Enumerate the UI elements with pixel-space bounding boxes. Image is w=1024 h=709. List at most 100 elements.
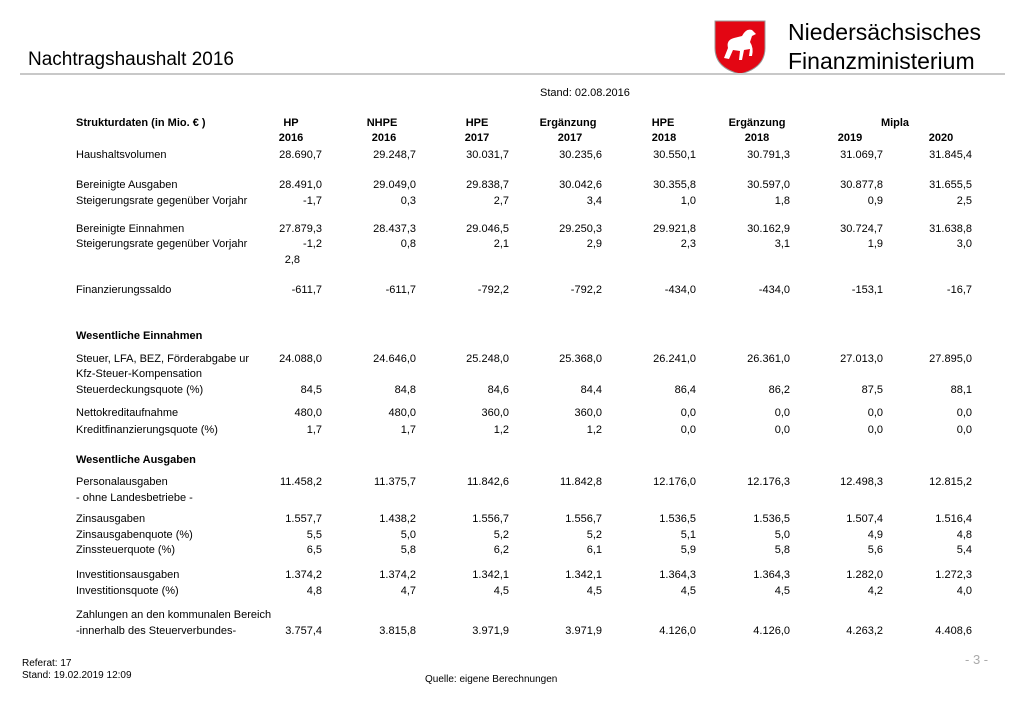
cell-value: 0,0 — [680, 424, 696, 436]
column-header: Ergänzung — [539, 117, 597, 129]
column-header: Ergänzung — [728, 117, 786, 129]
cell-value: 3,1 — [774, 238, 790, 250]
cell-value: 26.361,0 — [747, 353, 790, 365]
cell-value: 0,9 — [867, 195, 883, 207]
cell-value: 24.088,0 — [279, 353, 322, 365]
cell-value: 4.126,0 — [753, 625, 790, 637]
column-year: 2019 — [837, 132, 863, 144]
column-header: HPE — [651, 117, 675, 129]
cell-value: 27.879,3 — [279, 223, 322, 235]
cell-value: -1,7 — [303, 195, 322, 207]
cell-value: -611,7 — [291, 284, 322, 296]
cell-value: 4,0 — [956, 585, 972, 597]
cell-value: 1.342,1 — [472, 569, 509, 581]
cell-value: 1.364,3 — [753, 569, 790, 581]
stray-value: 2,8 — [284, 254, 300, 266]
cell-value: 87,5 — [861, 384, 883, 396]
cell-value: 31.655,5 — [929, 179, 972, 191]
cell-value: 360,0 — [481, 407, 509, 419]
row-label: Personalausgaben — [76, 476, 168, 488]
cell-value: 4,2 — [867, 585, 883, 597]
cell-value: 1.557,7 — [285, 513, 322, 525]
cell-value: 4.126,0 — [659, 625, 696, 637]
cell-value: 1.556,7 — [472, 513, 509, 525]
cell-value: -1,2 — [303, 238, 322, 250]
cell-value: 1.374,2 — [379, 569, 416, 581]
cell-value: 28.437,3 — [373, 223, 416, 235]
column-header: NHPE — [366, 117, 398, 129]
cell-value: 31.638,8 — [929, 223, 972, 235]
cell-value: 5,0 — [400, 529, 416, 541]
cell-value: 3,4 — [586, 195, 602, 207]
row-label: Steuer, LFA, BEZ, Förderabgabe ur — [76, 353, 250, 365]
column-header: HP — [283, 117, 299, 129]
row-label: Zahlungen an den kommunalen Bereich — [76, 609, 272, 621]
cell-value: 11.842,8 — [559, 476, 602, 488]
stand-date: Stand: 02.08.2016 — [540, 87, 630, 99]
cell-value: 5,5 — [306, 529, 322, 541]
cell-value: 12.498,3 — [840, 476, 883, 488]
cell-value: 5,2 — [493, 529, 509, 541]
cell-value: 1.516,4 — [935, 513, 972, 525]
cell-value: 31.069,7 — [840, 149, 883, 161]
cell-value: 1,7 — [400, 424, 416, 436]
cell-value: 3.971,9 — [472, 625, 509, 637]
cell-value: 12.176,3 — [747, 476, 790, 488]
column-year: 2018 — [744, 132, 770, 144]
cell-value: -153,1 — [851, 284, 883, 296]
page-title: Nachtragshaushalt 2016 — [28, 49, 234, 70]
cell-value: 3.757,4 — [285, 625, 322, 637]
cell-value: 2,3 — [680, 238, 696, 250]
cell-value: 0,0 — [774, 424, 790, 436]
cell-value: 88,1 — [950, 384, 972, 396]
cell-value: 84,5 — [300, 384, 322, 396]
cell-value: 0,0 — [867, 407, 883, 419]
row-label: - ohne Landesbetriebe - — [76, 492, 193, 504]
footer-referat: Referat: 17 — [22, 658, 72, 669]
cell-value: 3,0 — [956, 238, 972, 250]
cell-value: 0,0 — [680, 407, 696, 419]
cell-value: 0,0 — [956, 424, 972, 436]
cell-value: 30.235,6 — [559, 149, 602, 161]
cell-value: 28.491,0 — [279, 179, 322, 191]
row-label: Kfz-Steuer-Kompensation — [76, 368, 202, 380]
row-label: -innerhalb des Steuerverbundes- — [76, 625, 237, 637]
cell-value: 1.556,7 — [565, 513, 602, 525]
cell-value: 26.241,0 — [653, 353, 696, 365]
cell-value: 2,7 — [493, 195, 509, 207]
cell-value: 1,0 — [680, 195, 696, 207]
org-name: Niedersächsisches — [788, 19, 982, 45]
footer-source: Quelle: eigene Berechnungen — [425, 674, 558, 685]
cell-value: 4,8 — [956, 529, 972, 541]
cell-value: 4,7 — [400, 585, 416, 597]
cell-value: 30.791,3 — [747, 149, 790, 161]
coat-of-arms — [714, 20, 766, 75]
table-corner: Strukturdaten (in Mio. € ) — [76, 117, 206, 129]
cell-value: 2,5 — [956, 195, 972, 207]
cell-value: 29.921,8 — [653, 223, 696, 235]
header-rule — [20, 73, 1005, 75]
cell-value: 1.374,2 — [285, 569, 322, 581]
row-label: Zinsausgabenquote (%) — [76, 529, 193, 541]
cell-value: -792,2 — [477, 284, 509, 296]
cell-value: 4,5 — [774, 585, 790, 597]
column-year: 2016 — [278, 132, 304, 144]
cell-value: 5,8 — [400, 544, 416, 556]
cell-value: 480,0 — [388, 407, 416, 419]
row-label: Zinsausgaben — [76, 513, 146, 525]
cell-value: 11.458,2 — [279, 476, 322, 488]
row-label: Steigerungsrate gegenüber Vorjahr — [76, 238, 248, 250]
cell-value: 84,6 — [487, 384, 509, 396]
cell-value: 1.536,5 — [753, 513, 790, 525]
cell-value: -434,0 — [664, 284, 696, 296]
cell-value: 30.597,0 — [747, 179, 790, 191]
cell-value: 30.550,1 — [653, 149, 696, 161]
row-label: Zinssteuerquote (%) — [76, 544, 176, 556]
cell-value: 30.162,9 — [747, 223, 790, 235]
cell-value: 2,9 — [586, 238, 602, 250]
cell-value: 4,9 — [867, 529, 883, 541]
cell-value: 5,0 — [774, 529, 790, 541]
cell-value: 1.438,2 — [379, 513, 416, 525]
cell-value: 30.031,7 — [466, 149, 509, 161]
cell-value: 11.375,7 — [373, 476, 416, 488]
